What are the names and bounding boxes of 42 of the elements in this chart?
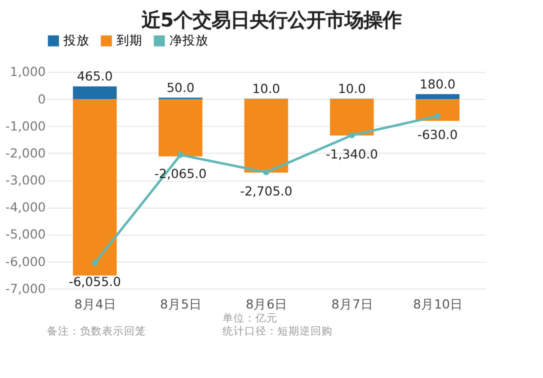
point (92, 260, 98, 266)
data-label: -2,705.0 (240, 183, 292, 198)
y-tick-label: -6,000 (5, 254, 46, 269)
x-tick-label: 8月10日 (413, 296, 463, 312)
text: 备注：负数表示回笼 (47, 324, 146, 338)
legend-label: 到期 (116, 32, 142, 48)
data-label: -630.0 (417, 127, 458, 142)
bar (416, 94, 460, 99)
bar (158, 98, 202, 156)
bar (330, 98, 374, 136)
point (177, 152, 184, 158)
y-tick-label: -4,000 (5, 200, 46, 215)
bar (416, 98, 460, 121)
bar (72, 86, 117, 99)
data-label: -1,340.0 (326, 146, 378, 162)
legend-label: 净投放 (169, 32, 208, 48)
y-tick-label: 1,000 (10, 64, 46, 80)
bar (244, 98, 288, 173)
legend-label: 投放 (62, 32, 90, 48)
text: 单位：亿元 (222, 311, 278, 324)
point (434, 113, 441, 120)
data-label: 10.0 (338, 80, 366, 96)
point (348, 132, 355, 138)
data-label: 465.0 (76, 68, 113, 84)
x-tick-label: 8月7日 (331, 296, 374, 312)
data-label: -6,055.0 (68, 274, 121, 290)
y-tick-label: -1,000 (5, 118, 46, 134)
x-tick-label: 8月4日 (74, 296, 116, 312)
y-tick-label: -2,000 (5, 145, 46, 160)
y-tick-label: 0 (38, 91, 46, 106)
bar (72, 98, 117, 276)
data-label: 50.0 (166, 80, 194, 95)
text: 统计口径：短期逆回购 (222, 324, 333, 338)
chart-title: 近5个交易日央行公开市场操作 (140, 8, 402, 32)
x-tick-label: 8月5日 (160, 296, 202, 312)
data-label: 10.0 (252, 80, 280, 96)
y-tick-label: -5,000 (5, 226, 46, 242)
y-tick-label: -3,000 (5, 172, 46, 188)
x-tick-label: 8月6日 (246, 296, 288, 312)
y-tick-label: -7,000 (5, 280, 46, 296)
point (263, 169, 270, 176)
data-label: 180.0 (420, 76, 456, 92)
